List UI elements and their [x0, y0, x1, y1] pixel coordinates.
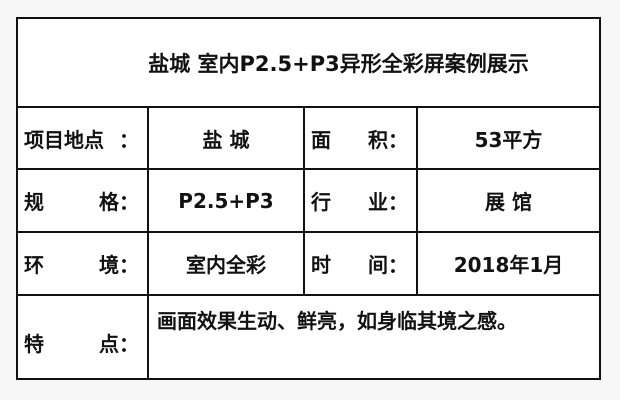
- label-text: 时: [311, 253, 331, 277]
- label-industry: 行 业：: [305, 170, 416, 231]
- divider: [416, 106, 418, 296]
- label-colon: 格：: [99, 190, 139, 214]
- label-colon: 间：: [368, 253, 408, 277]
- label-colon: 点：: [99, 331, 139, 356]
- divider: [18, 294, 599, 296]
- label-location: 项目地点 ：: [18, 108, 147, 168]
- divider: [18, 168, 599, 170]
- label-area: 面 积：: [305, 108, 416, 168]
- value-industry: 展 馆: [485, 190, 532, 214]
- label-text: 规: [24, 190, 44, 214]
- table-title: 盐城 室内P2.5+P3异形全彩屏案例展示: [148, 52, 529, 76]
- divider: [18, 106, 599, 108]
- case-info-table: 盐城 室内P2.5+P3异形全彩屏案例展示 项目地点 ： 盐 城 面 积： 53平方…: [16, 17, 601, 380]
- value-time: 2018年1月: [453, 253, 564, 277]
- value-environment: 室内全彩: [186, 253, 266, 277]
- divider: [147, 106, 149, 378]
- label-feature: 特 点：: [18, 296, 147, 378]
- value-area: 53平方: [474, 127, 543, 152]
- label-environment: 环 境：: [18, 233, 147, 294]
- label-spec: 规 格：: [18, 170, 147, 231]
- label-text: 环: [24, 253, 44, 277]
- value-location: 盐 城: [202, 127, 250, 152]
- value-feature: 画面效果生动、鲜亮，如身临其境之感。: [157, 309, 517, 333]
- label-colon: 积：: [368, 127, 408, 152]
- label-text: 面: [311, 127, 331, 152]
- divider: [18, 231, 599, 233]
- label-time: 时 间：: [305, 233, 416, 294]
- label-text: 特: [24, 331, 44, 356]
- label-colon: 业：: [368, 190, 408, 214]
- label-text: 行: [311, 190, 331, 214]
- divider: [303, 106, 305, 296]
- label-text: 项目地点: [24, 127, 104, 152]
- label-colon: 境：: [99, 253, 139, 277]
- value-spec: P2.5+P3: [178, 188, 274, 213]
- label-colon: ：: [119, 127, 139, 152]
